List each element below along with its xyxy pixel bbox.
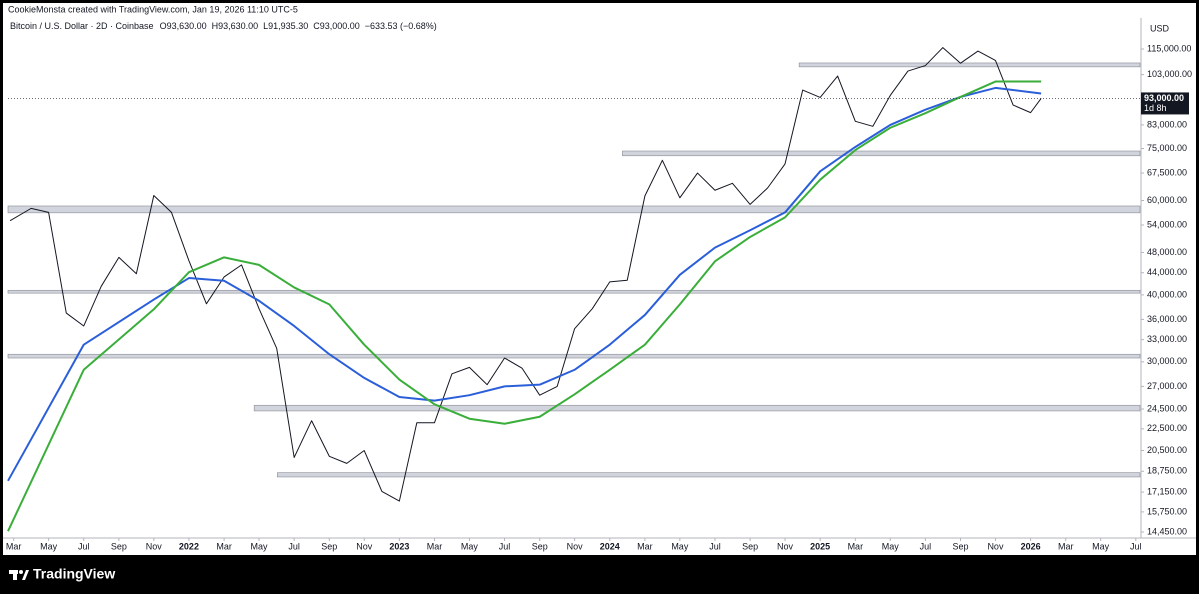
x-tick-label: Mar [1058, 541, 1074, 551]
y-tick-label: 103,000.00 [1147, 69, 1192, 79]
zone [7, 205, 1141, 214]
x-tick-label: Jul [920, 541, 932, 551]
x-tick-label: May [251, 541, 269, 551]
x-tick-label: Nov [146, 541, 163, 551]
y-tick-label: 22,500.00 [1147, 423, 1187, 433]
x-tick-label: May [882, 541, 900, 551]
x-tick-label: Mar [637, 541, 653, 551]
x-tick-label: Sep [742, 541, 758, 551]
y-tick-label: 18,750.00 [1147, 466, 1187, 476]
y-tick-label: 14,450.00 [1147, 526, 1187, 536]
x-tick-label: Mar [216, 541, 232, 551]
current-price-box [1141, 92, 1189, 115]
y-tick-label: 115,000.00 [1147, 43, 1191, 53]
x-tick-label: Mar [848, 541, 864, 551]
x-tick-label: Jul [709, 541, 721, 551]
header: CookieMonsta created with TradingView.co… [8, 4, 298, 14]
zone [277, 472, 1141, 478]
x-tick-label: Mar [427, 541, 443, 551]
logo-shape [19, 570, 23, 574]
y-tick-label: 83,000.00 [1147, 119, 1187, 129]
y-tick-label: 24,500.00 [1147, 403, 1187, 413]
x-tick-label: May [40, 541, 58, 551]
logo-shape [22, 570, 29, 580]
y-tick-label: 27,000.00 [1147, 381, 1187, 391]
logo-shape [13, 574, 17, 580]
x-tick-label: Nov [356, 541, 373, 551]
y-tick-label: 15,750.00 [1147, 506, 1187, 516]
x-tick-label: 2023 [389, 541, 409, 551]
x-tick-label: 2026 [1021, 541, 1041, 551]
brand-logo [9, 570, 29, 580]
moving-average [7, 86, 1042, 482]
ohlc-value: H93,630.00 [212, 21, 259, 31]
currency: USD [1150, 23, 1170, 33]
x-tick-label: Nov [987, 541, 1004, 551]
x-tick-label: Jul [499, 541, 511, 551]
x-tick-label: Jul [1130, 541, 1142, 551]
x-tick-label: Nov [777, 541, 794, 551]
y-tick-label: 67,500.00 [1147, 167, 1187, 177]
x-tick-label: Sep [111, 541, 127, 551]
x-tick-label: May [461, 541, 479, 551]
x-tick-label: Sep [321, 541, 337, 551]
y-tick-label: 30,000.00 [1147, 356, 1187, 366]
legend: Bitcoin / U.S. Dollar · 2D · Coinbase O93… [10, 21, 437, 31]
x-tick-label: Jul [78, 541, 90, 551]
y-tick-label: 17,150.00 [1147, 486, 1187, 496]
moving-average [7, 80, 1042, 532]
y-tick-label: 20,500.00 [1147, 445, 1187, 455]
zone [622, 150, 1141, 157]
logo-shape [9, 570, 18, 574]
y-tick-label: 44,000.00 [1147, 267, 1187, 277]
y-tick-label: 48,000.00 [1147, 247, 1187, 257]
zone [798, 62, 1141, 68]
y-tick-label: 36,000.00 [1147, 314, 1187, 324]
x-tick-label: Sep [953, 541, 969, 551]
countdown: 1d 8h [1144, 103, 1167, 113]
y-tick-label: 54,000.00 [1147, 219, 1187, 229]
x-tick-label: Sep [532, 541, 548, 551]
ohlc-value: −633.53 (−0.68%) [365, 21, 437, 31]
y-tick-label: 75,000.00 [1147, 143, 1187, 153]
x-tick-label: 2022 [179, 541, 199, 551]
current-price-label: 93,000.00 [1144, 93, 1184, 103]
y-tick-label: 33,000.00 [1147, 334, 1187, 344]
x-tick-label: May [1092, 541, 1110, 551]
x-tick-label: Jul [288, 541, 300, 551]
brand: TradingView [33, 566, 115, 582]
x-tick-label: 2025 [810, 541, 830, 551]
x-tick-label: Nov [567, 541, 584, 551]
y-tick-label: 40,000.00 [1147, 289, 1187, 299]
ohlc-value: C93,000.00 [313, 21, 360, 31]
zone [7, 353, 1141, 359]
zone [7, 289, 1141, 294]
x-tick-label: Mar [6, 541, 22, 551]
zone [253, 404, 1141, 412]
x-tick-label: May [671, 541, 689, 551]
y-tick-label: 60,000.00 [1147, 195, 1187, 205]
ohlc-value: O93,630.00 [160, 21, 207, 31]
ohlc-value: L91,935.30 [263, 21, 308, 31]
title: Bitcoin / U.S. Dollar · 2D · Coinbase [10, 21, 154, 31]
price-line [9, 47, 1042, 502]
x-tick-label: 2024 [600, 541, 620, 551]
